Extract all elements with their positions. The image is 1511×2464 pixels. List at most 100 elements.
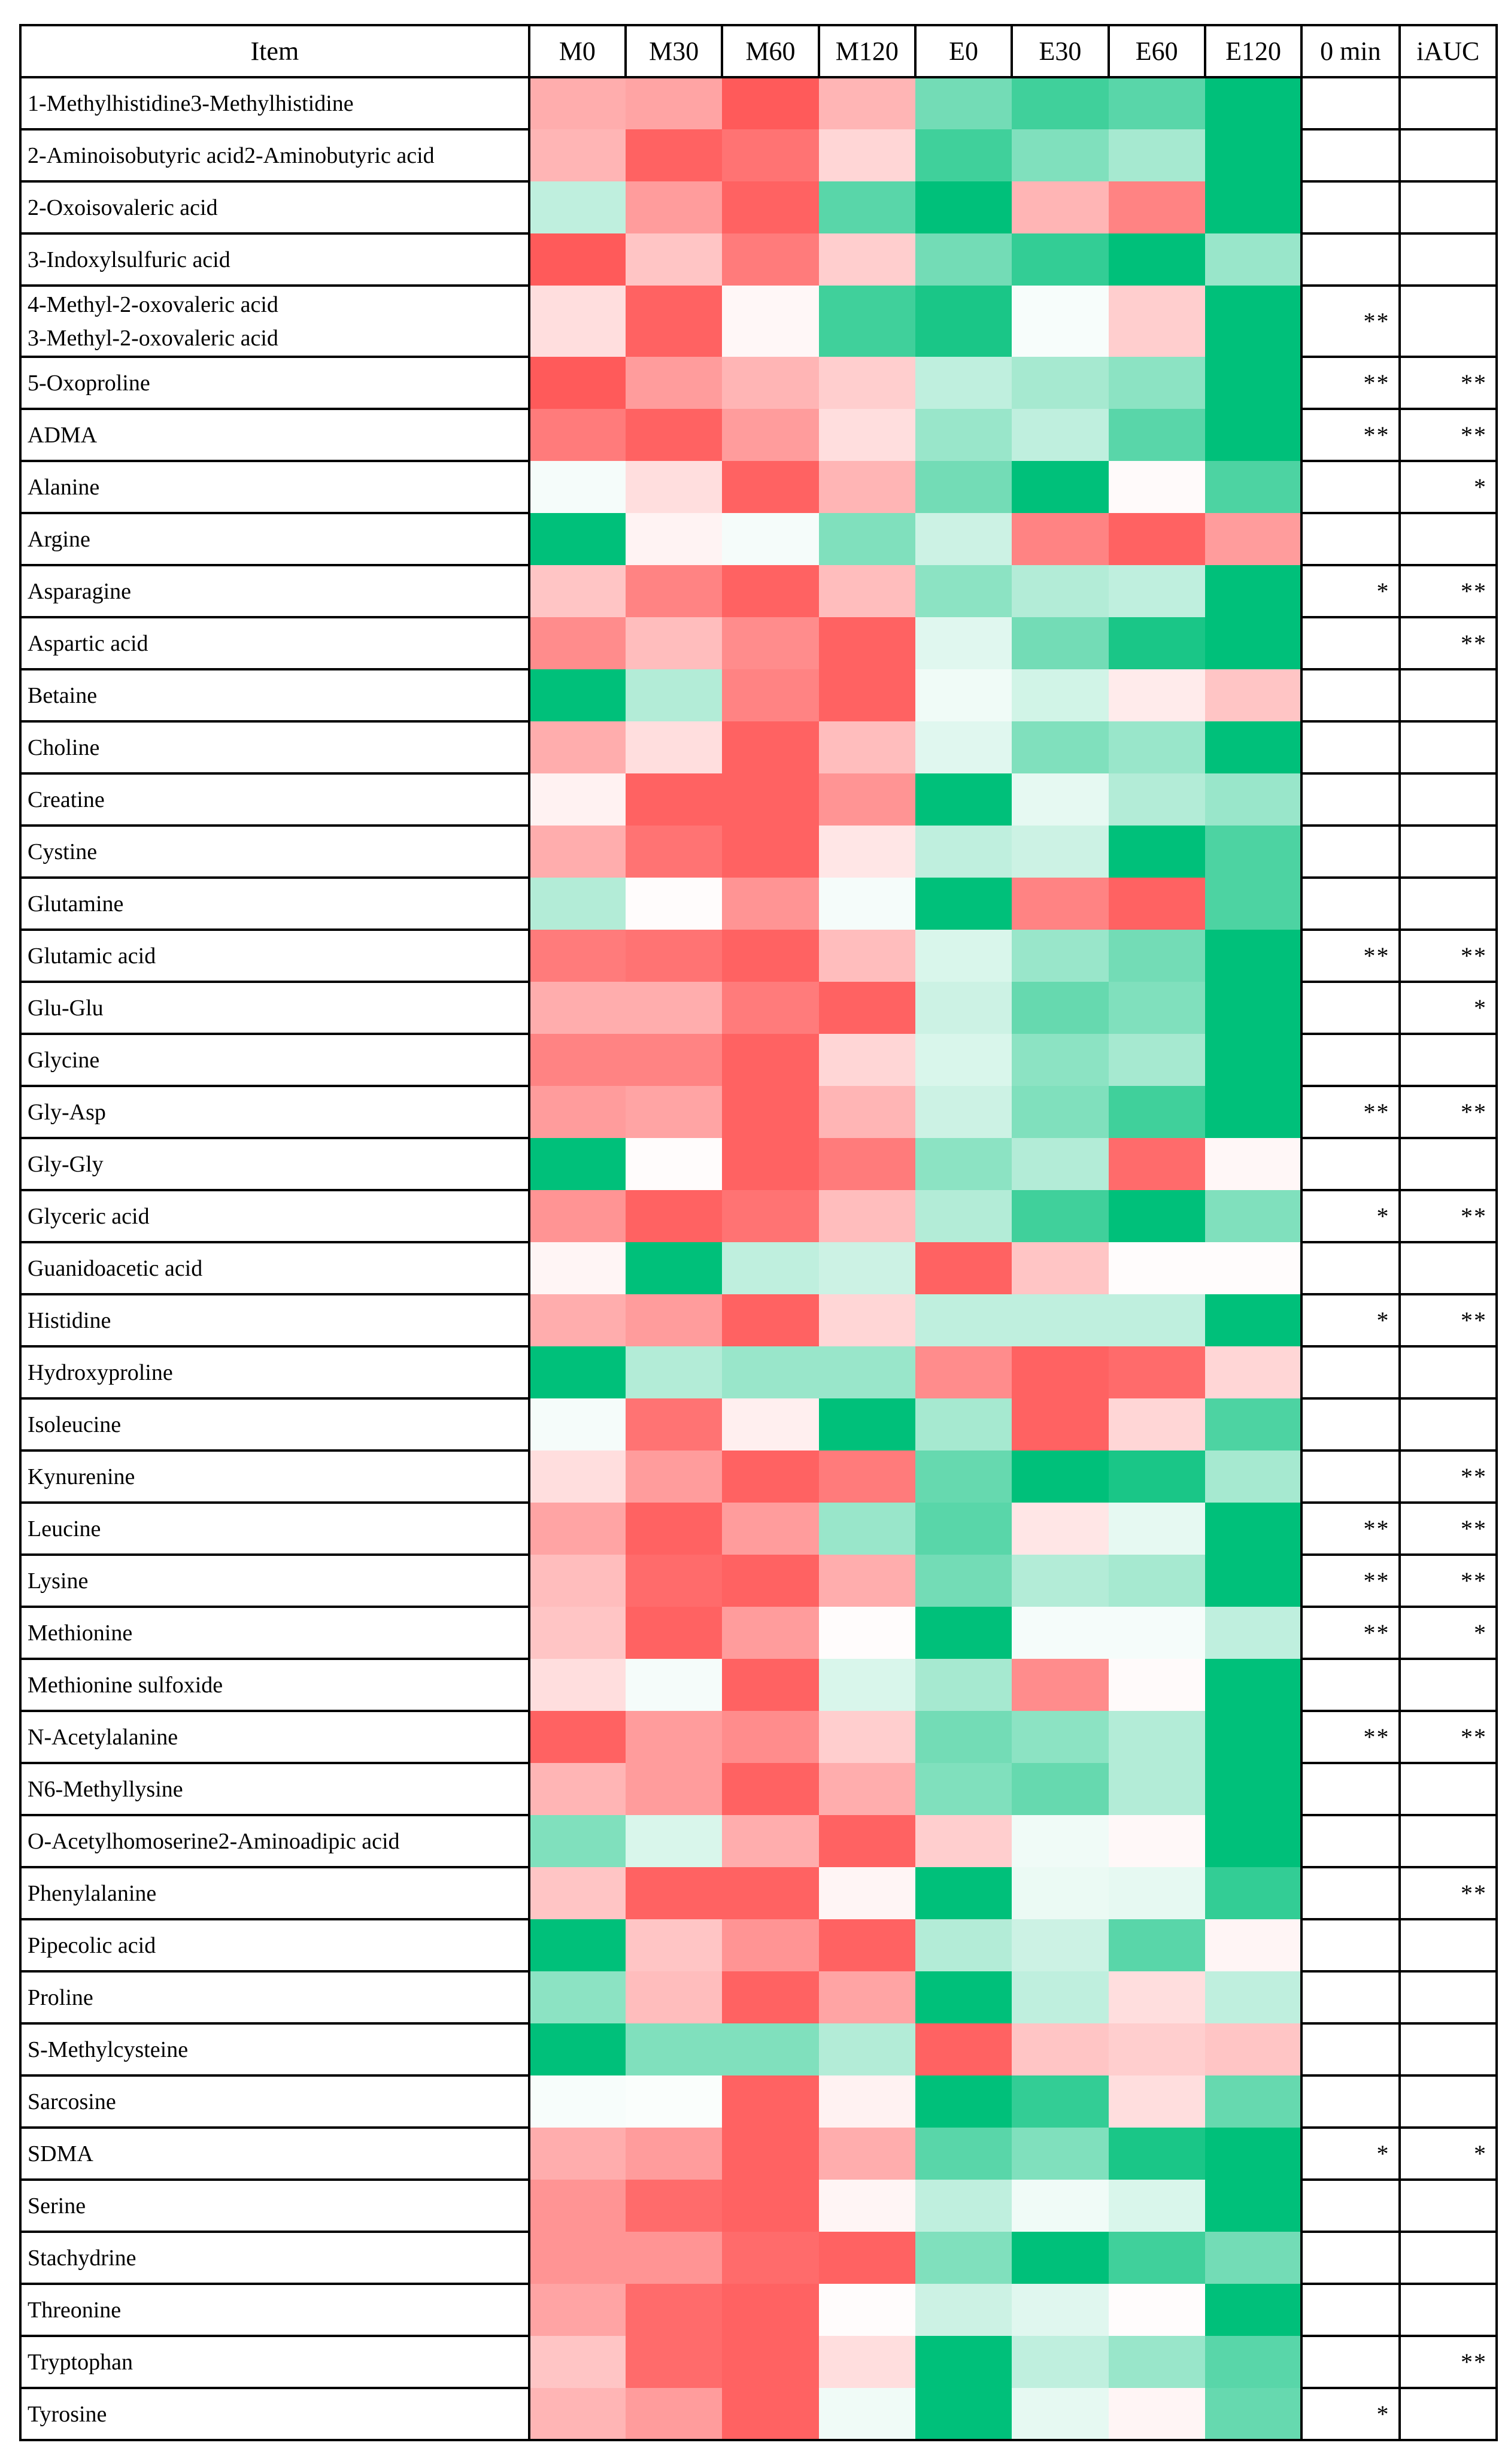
heatmap-cell-e60 [1108, 1867, 1205, 1919]
sig-0min [1300, 1970, 1401, 2025]
heatmap-cell-e60 [1108, 721, 1205, 773]
row-label: 5-Oxoproline [19, 356, 530, 410]
heatmap-cell-e120 [1204, 1346, 1303, 1398]
heatmap-cell-m30 [626, 77, 723, 129]
sig-iauc: ** [1398, 564, 1498, 618]
heatmap-cell-m60 [722, 1190, 819, 1242]
heatmap-cell-m30 [626, 1867, 723, 1919]
heatmap-cell-e0 [915, 617, 1012, 669]
heatmap-cell-e120 [1204, 982, 1303, 1034]
sig-0min: * [1300, 2387, 1401, 2441]
heatmap-cell-m30 [626, 773, 723, 826]
heatmap-cell-m30 [626, 1138, 723, 1190]
heatmap-cell-e60 [1108, 2284, 1205, 2336]
heatmap-cell-m30 [626, 2284, 723, 2336]
heatmap-cell-m60 [722, 878, 819, 930]
sig-iauc: ** [1398, 1085, 1498, 1139]
heatmap-cell-m0 [527, 357, 626, 409]
heatmap-cell-m0 [527, 1711, 626, 1763]
heatmap-cell-e30 [1012, 773, 1109, 826]
heatmap-cell-e0 [915, 2388, 1012, 2441]
sig-0min [1300, 981, 1401, 1035]
heatmap-cell-m60 [722, 1711, 819, 1763]
heatmap-cell-e0 [915, 1190, 1012, 1242]
heatmap-cell-m120 [818, 721, 915, 773]
table-row: Creatine [19, 772, 1498, 827]
heatmap-cell-m60 [722, 1867, 819, 1919]
heatmap-cell-e60 [1108, 2128, 1205, 2180]
heatmap-cell-e60 [1108, 826, 1205, 878]
heatmap-cell-m30 [626, 286, 723, 357]
row-label: Cystine [19, 824, 530, 879]
row-label: Stachydrine [19, 2231, 530, 2285]
row-label: Glu-Glu [19, 981, 530, 1035]
heatmap-cell-e60 [1108, 1503, 1205, 1555]
table-row: Methionine ** * [19, 1606, 1498, 1660]
heatmap-cell-m60 [722, 1815, 819, 1867]
heatmap-cell-m0 [527, 77, 626, 129]
heatmap-cell-m120 [818, 930, 915, 982]
heatmap-cell-m30 [626, 878, 723, 930]
heatmap-cell-e120 [1204, 181, 1303, 233]
sig-0min [1300, 668, 1401, 723]
row-label: Aspartic acid [19, 616, 530, 670]
sig-iauc [1398, 1397, 1498, 1452]
heatmap-cell-e0 [915, 409, 1012, 461]
heatmap-cell-e120 [1204, 721, 1303, 773]
heatmap-cell-e0 [915, 1034, 1012, 1086]
sig-0min [1300, 2022, 1401, 2077]
sig-0min [1300, 720, 1401, 775]
heatmap-cell-e30 [1012, 233, 1109, 286]
heatmap-cell-e120 [1204, 930, 1303, 982]
table-row: 2-Oxoisovaleric acid [19, 180, 1498, 235]
heatmap-cell-e120 [1204, 565, 1303, 617]
table-row: Hydroxyproline [19, 1345, 1498, 1400]
sig-iauc: ** [1398, 2335, 1498, 2389]
heatmap-cell-e0 [915, 1971, 1012, 2023]
sig-0min [1300, 1241, 1401, 1295]
heatmap-cell-m30 [626, 1555, 723, 1607]
sig-iauc: ** [1398, 928, 1498, 983]
heatmap-cell-m0 [527, 513, 626, 565]
sig-iauc [1398, 2022, 1498, 2077]
heatmap-cell-e0 [915, 461, 1012, 513]
row-label: Tyrosine [19, 2387, 530, 2441]
heatmap-cell-e120 [1204, 2075, 1303, 2128]
heatmap-cell-m0 [527, 1242, 626, 1294]
row-label: Histidine [19, 1293, 530, 1348]
heatmap-cell-e30 [1012, 669, 1109, 721]
heatmap-cell-m30 [626, 1815, 723, 1867]
heatmap-cell-m120 [818, 513, 915, 565]
table-row: Tyrosine * [19, 2387, 1498, 2441]
heatmap-cell-m0 [527, 1971, 626, 2023]
heatmap-cell-m0 [527, 565, 626, 617]
heatmap-cell-e30 [1012, 930, 1109, 982]
heatmap-cell-e0 [915, 1763, 1012, 1815]
heatmap-cell-e30 [1012, 1346, 1109, 1398]
sig-0min: ** [1300, 1085, 1401, 1139]
sig-iauc [1398, 1658, 1498, 1712]
heatmap-cell-e60 [1108, 617, 1205, 669]
heatmap-cell-e60 [1108, 982, 1205, 1034]
heatmap-cell-m0 [527, 129, 626, 181]
heatmap-cell-m0 [527, 461, 626, 513]
heatmap-cell-e30 [1012, 878, 1109, 930]
heatmap-cell-e60 [1108, 1971, 1205, 2023]
heatmap-cell-m120 [818, 2023, 915, 2075]
heatmap-cell-e30 [1012, 1971, 1109, 2023]
heatmap-cell-m0 [527, 409, 626, 461]
row-label: Pipecolic acid [19, 1918, 530, 1973]
heatmap-cell-m60 [722, 669, 819, 721]
heatmap-cell-m60 [722, 1086, 819, 1138]
row-label: Hydroxyproline [19, 1345, 530, 1400]
heatmap-cell-m120 [818, 982, 915, 1034]
heatmap-cell-m60 [722, 1607, 819, 1659]
table-row: Betaine [19, 668, 1498, 723]
row-label: O-Acetylhomoserine2-Aminoadipic acid [19, 1814, 530, 1868]
heatmap-cell-m30 [626, 1242, 723, 1294]
heatmap-cell-m30 [626, 1346, 723, 1398]
heatmap-cell-m120 [818, 1919, 915, 1971]
heatmap-cell-e0 [915, 2180, 1012, 2232]
table-row: 2-Aminoisobutyric acid2-Aminobutyric aci… [19, 128, 1498, 183]
heatmap-cell-m0 [527, 1398, 626, 1451]
